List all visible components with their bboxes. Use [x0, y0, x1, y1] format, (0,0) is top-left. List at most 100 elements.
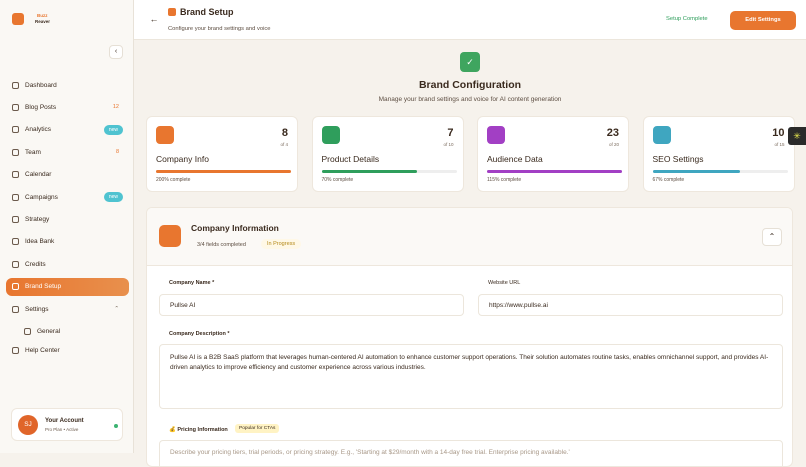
nav-item[interactable]: General — [6, 322, 129, 340]
nav-item[interactable]: Team 8 — [6, 143, 129, 161]
nav-icon — [12, 81, 19, 89]
card-title: Audience Data — [487, 154, 543, 164]
panel-title: Company Information — [191, 223, 279, 233]
field-label: Company Description * — [169, 331, 230, 337]
nav-label: Dashboard — [25, 81, 57, 89]
nav-item[interactable]: Idea Bank — [6, 233, 129, 251]
description-textarea[interactable]: Pullse AI is a B2B SaaS platform that le… — [159, 344, 783, 409]
company-panel: Company Information 3/4 fields completed… — [146, 207, 793, 467]
nav-item[interactable]: Dashboard — [6, 76, 129, 94]
nav-badge: 12 — [112, 104, 119, 111]
nav-icon — [12, 193, 19, 201]
nav-item[interactable]: Settings ⌃ — [6, 300, 129, 318]
card-icon — [321, 126, 340, 144]
nav-icon — [12, 103, 19, 111]
nav-badge: 8 — [115, 149, 119, 156]
card-icon — [487, 126, 505, 144]
collapse-section[interactable]: ⌃ — [762, 228, 782, 246]
collapse-button[interactable]: ‹ — [109, 45, 123, 59]
nav-label: Settings — [25, 305, 49, 313]
card-title: Product Details — [321, 154, 380, 164]
avatar: SJ — [18, 415, 38, 435]
nav-label: Team — [25, 148, 41, 156]
nav-label: Help Center — [25, 346, 60, 354]
brand-line2: Reaver — [35, 19, 51, 24]
nav-label: Calendar — [25, 171, 52, 179]
card-total: of 15 — [774, 142, 785, 147]
nav-label: Analytics — [25, 126, 52, 134]
sidebar: Buzz Reaver ‹ Dashboard Blog Posts 12 Analy… — [0, 0, 134, 453]
card-status: 200% complete — [156, 177, 191, 183]
edit-settings-button[interactable]: Edit Settings — [730, 11, 796, 30]
card-icon — [652, 126, 671, 144]
header-icon — [168, 8, 176, 16]
back-button[interactable]: ← — [149, 14, 159, 24]
card-total: of 4 — [280, 142, 288, 147]
company-name-input[interactable]: Pullse AI — [159, 294, 464, 316]
header-subtitle: Configure your brand settings and voice — [168, 26, 271, 32]
website-input[interactable]: https://www.pullse.ai — [478, 294, 783, 316]
header: ← Brand Setup Configure your brand setti… — [134, 0, 806, 40]
progress-track — [321, 170, 457, 173]
nav-icon — [12, 171, 19, 179]
nav-item[interactable]: Help Center — [6, 341, 129, 359]
nav-item[interactable]: Brand Setup — [6, 277, 129, 296]
card-count: 8 — [281, 127, 288, 139]
nav-label: Strategy — [25, 215, 50, 223]
hero-subtitle: Manage your brand settings and voice for… — [378, 96, 562, 103]
nav-icon — [12, 215, 19, 223]
nav-item[interactable]: Strategy — [6, 210, 129, 228]
floating-widget[interactable]: ✳ — [788, 127, 806, 145]
card-title: Company Info — [156, 154, 209, 164]
fields-completed: 3/4 fields completed — [197, 242, 246, 248]
card-status: 115% complete — [487, 177, 522, 183]
state-badge: In Progress — [261, 239, 302, 249]
nav-label: Brand Setup — [25, 283, 62, 291]
card-count: 23 — [606, 127, 619, 139]
pricing-textarea[interactable]: Describe your pricing tiers, trial perio… — [159, 440, 783, 466]
nav-icon — [12, 126, 19, 134]
card-total: of 20 — [608, 142, 619, 147]
nav-icon — [12, 260, 19, 268]
progress-fill — [321, 170, 417, 173]
account-plan: Pro Plan • Active — [45, 427, 79, 432]
card-total: of 10 — [443, 142, 454, 147]
nav-item[interactable]: Analytics new — [6, 121, 129, 139]
nav-icon — [12, 148, 19, 156]
nav-pill: new — [103, 192, 123, 202]
field-label: Company Name * — [169, 280, 215, 286]
nav-icon — [24, 327, 31, 335]
nav-label: Campaigns — [25, 193, 58, 201]
field-label: 💰 Pricing Information — [169, 427, 228, 433]
header-title: Brand Setup — [180, 7, 234, 17]
progress-fill — [156, 170, 291, 173]
chevron: ⌃ — [114, 306, 119, 312]
setup-status: Setup Complete — [666, 16, 708, 22]
field-label: Website URL — [488, 280, 521, 286]
card-title: SEO Settings — [652, 154, 704, 164]
account-card[interactable]: SJ Your Account Pro Plan • Active — [11, 408, 123, 441]
brand-line1: Buzz — [37, 13, 48, 18]
nav-pill: new — [103, 124, 123, 135]
logo-icon — [12, 13, 24, 25]
stat-card: 10 of 15 SEO Settings 67% complete — [642, 116, 795, 192]
nav-label: Blog Posts — [25, 103, 57, 111]
card-status: 67% complete — [652, 177, 685, 183]
nav-icon — [12, 283, 19, 291]
nav-icon — [12, 238, 19, 246]
panel-icon — [159, 225, 181, 247]
nav-item[interactable]: Calendar — [6, 166, 129, 184]
stat-card: 23 of 20 Audience Data 115% complete — [477, 116, 629, 192]
progress-track — [156, 170, 291, 173]
nav-item[interactable]: Campaigns new — [6, 188, 129, 206]
nav-icon — [12, 346, 19, 354]
nav-item[interactable]: Credits — [6, 255, 129, 273]
nav-item[interactable]: Blog Posts 12 — [6, 98, 129, 116]
panel-header — [147, 208, 792, 266]
hero-icon: ✓ — [460, 52, 480, 72]
card-icon — [156, 126, 174, 144]
progress-track — [487, 170, 622, 173]
card-count: 7 — [447, 127, 454, 139]
tag: Popular for CTAs — [235, 424, 280, 433]
